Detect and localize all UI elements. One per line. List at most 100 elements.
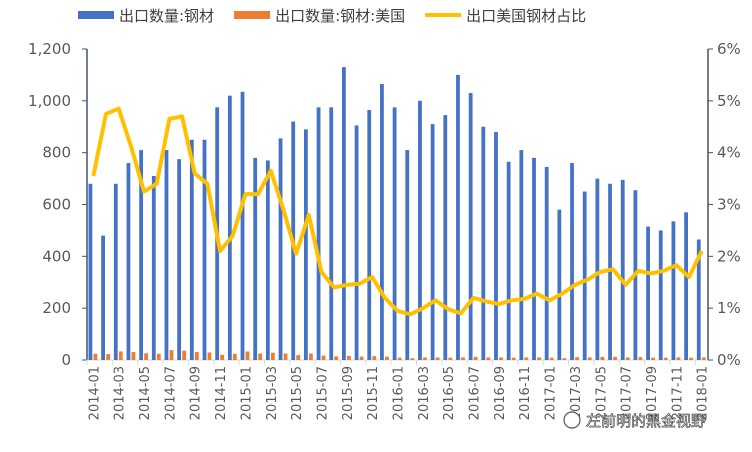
x-tick-label: 2015-09 [341, 366, 356, 420]
bar-us-exports [182, 350, 187, 360]
bar-steel-exports [696, 239, 701, 360]
x-tick-label: 2016-05 [442, 366, 457, 420]
bar-us-exports [587, 357, 592, 360]
bar-steel-exports [430, 124, 435, 361]
x-tick-label: 2014-09 [189, 366, 204, 420]
bar-us-exports [486, 357, 491, 360]
bar-steel-exports [189, 139, 194, 360]
bar-steel-exports [532, 157, 536, 360]
bar-us-exports [359, 356, 364, 360]
bar-steel-exports [113, 183, 118, 360]
bar-steel-exports [164, 150, 169, 360]
bar-us-exports [397, 357, 402, 360]
bar-steel-exports [646, 226, 650, 360]
bar-us-exports [207, 352, 212, 360]
bar-steel-exports [177, 159, 182, 360]
bar-us-exports [321, 355, 326, 360]
bar-steel-exports [101, 235, 106, 360]
bar-steel-exports [671, 221, 676, 360]
bar-us-exports [575, 357, 579, 360]
bar-us-exports [600, 356, 605, 360]
bar-steel-exports [481, 126, 486, 360]
bar-steel-exports [468, 93, 473, 360]
y-left-tick-label: 1,000 [28, 92, 71, 110]
x-tick-label: 2016-07 [468, 366, 483, 420]
bar-us-exports [562, 358, 567, 360]
x-tick-label: 2017-07 [620, 366, 635, 420]
bar-steel-exports [303, 129, 308, 360]
y-left-tick-label: 400 [42, 247, 71, 265]
bar-steel-exports [684, 212, 688, 360]
bar-us-exports [308, 353, 313, 360]
x-tick-label: 2016-03 [417, 366, 432, 420]
x-tick-label: 2017-11 [670, 366, 685, 420]
x-tick-label: 2016-09 [493, 366, 508, 420]
x-tick-label: 2015-07 [315, 366, 330, 420]
bar-steel-exports [126, 163, 131, 360]
x-tick-label: 2018-01 [696, 366, 711, 420]
bar-steel-exports [139, 150, 144, 360]
bar-us-exports [270, 352, 275, 360]
x-tick-label: 2017-01 [544, 366, 559, 420]
bar-us-exports [625, 357, 630, 360]
lines [91, 106, 704, 317]
bar-steel-exports [405, 150, 410, 360]
bar-us-exports [663, 357, 668, 360]
bar-steel-exports [342, 67, 346, 361]
legend-label: 出口数量:钢材:美国 [275, 7, 405, 25]
bar-steel-exports [494, 131, 498, 360]
bar-steel-exports [316, 107, 321, 360]
bar-steel-exports [392, 107, 397, 360]
bar-steel-exports [88, 183, 93, 360]
bar-us-exports [334, 356, 339, 360]
bar-us-exports [296, 355, 301, 360]
bar-us-exports [613, 356, 617, 360]
bar-steel-exports [354, 125, 359, 361]
bar-steel-exports [456, 74, 460, 361]
bar-us-exports [131, 351, 136, 360]
bar-steel-exports [418, 100, 422, 360]
x-tick-label: 2017-05 [594, 366, 609, 420]
bar-steel-exports [557, 209, 562, 360]
bar-steel-exports [151, 175, 156, 360]
bar-steel-exports [570, 163, 574, 360]
x-tick-label: 2017-03 [569, 366, 584, 420]
bar-us-exports [169, 350, 174, 360]
bar-steel-exports [658, 230, 663, 360]
bar-us-exports [435, 357, 440, 360]
bar-us-exports [372, 356, 377, 360]
bar-steel-exports [620, 179, 625, 360]
bar-us-exports [676, 357, 681, 360]
x-tick-label: 2016-11 [518, 366, 533, 420]
watermark: 左前明的黑金视野 [563, 411, 706, 430]
watermark-text: 左前明的黑金视野 [586, 412, 706, 430]
bar-us-exports [448, 357, 453, 360]
bar-us-exports [93, 353, 98, 360]
bar-us-exports [283, 353, 288, 360]
y-right-tick-label: 6% [717, 40, 741, 58]
bar-steel-exports [329, 107, 334, 360]
legend-label: 出口数量:钢材 [119, 7, 214, 25]
y-left-tick-label: 200 [42, 299, 71, 317]
bar-steel-exports [253, 157, 258, 360]
x-tick-label: 2014-07 [163, 366, 178, 420]
watermark-logo-icon [563, 411, 581, 429]
x-tick-label: 2015-03 [265, 366, 280, 420]
bar-us-exports [232, 353, 237, 360]
x-tick-label: 2017-09 [645, 366, 660, 420]
y-left-tick-label: 0 [61, 351, 71, 369]
legend-swatch [78, 11, 114, 19]
bar-us-exports [410, 358, 415, 360]
bar-steel-exports [544, 166, 549, 360]
bar-us-exports [638, 357, 643, 360]
bar-steel-exports [506, 161, 511, 360]
bar-us-exports [549, 357, 554, 360]
bar-us-exports [144, 353, 149, 360]
bar-steel-exports [595, 178, 600, 360]
y-left-tick-label: 1,200 [28, 40, 71, 58]
x-tick-label: 2014-05 [138, 366, 153, 420]
y-right-tick-label: 1% [717, 299, 741, 317]
bar-us-exports [537, 357, 541, 360]
bar-us-exports [701, 357, 706, 360]
bar-steel-exports [582, 191, 587, 360]
